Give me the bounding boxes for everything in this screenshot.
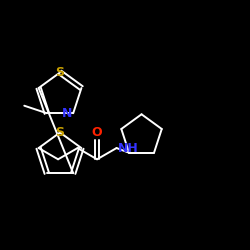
Text: O: O (92, 126, 102, 139)
Text: N: N (62, 107, 72, 120)
Text: NH: NH (118, 142, 139, 154)
Text: S: S (56, 66, 64, 79)
Text: S: S (56, 126, 64, 139)
